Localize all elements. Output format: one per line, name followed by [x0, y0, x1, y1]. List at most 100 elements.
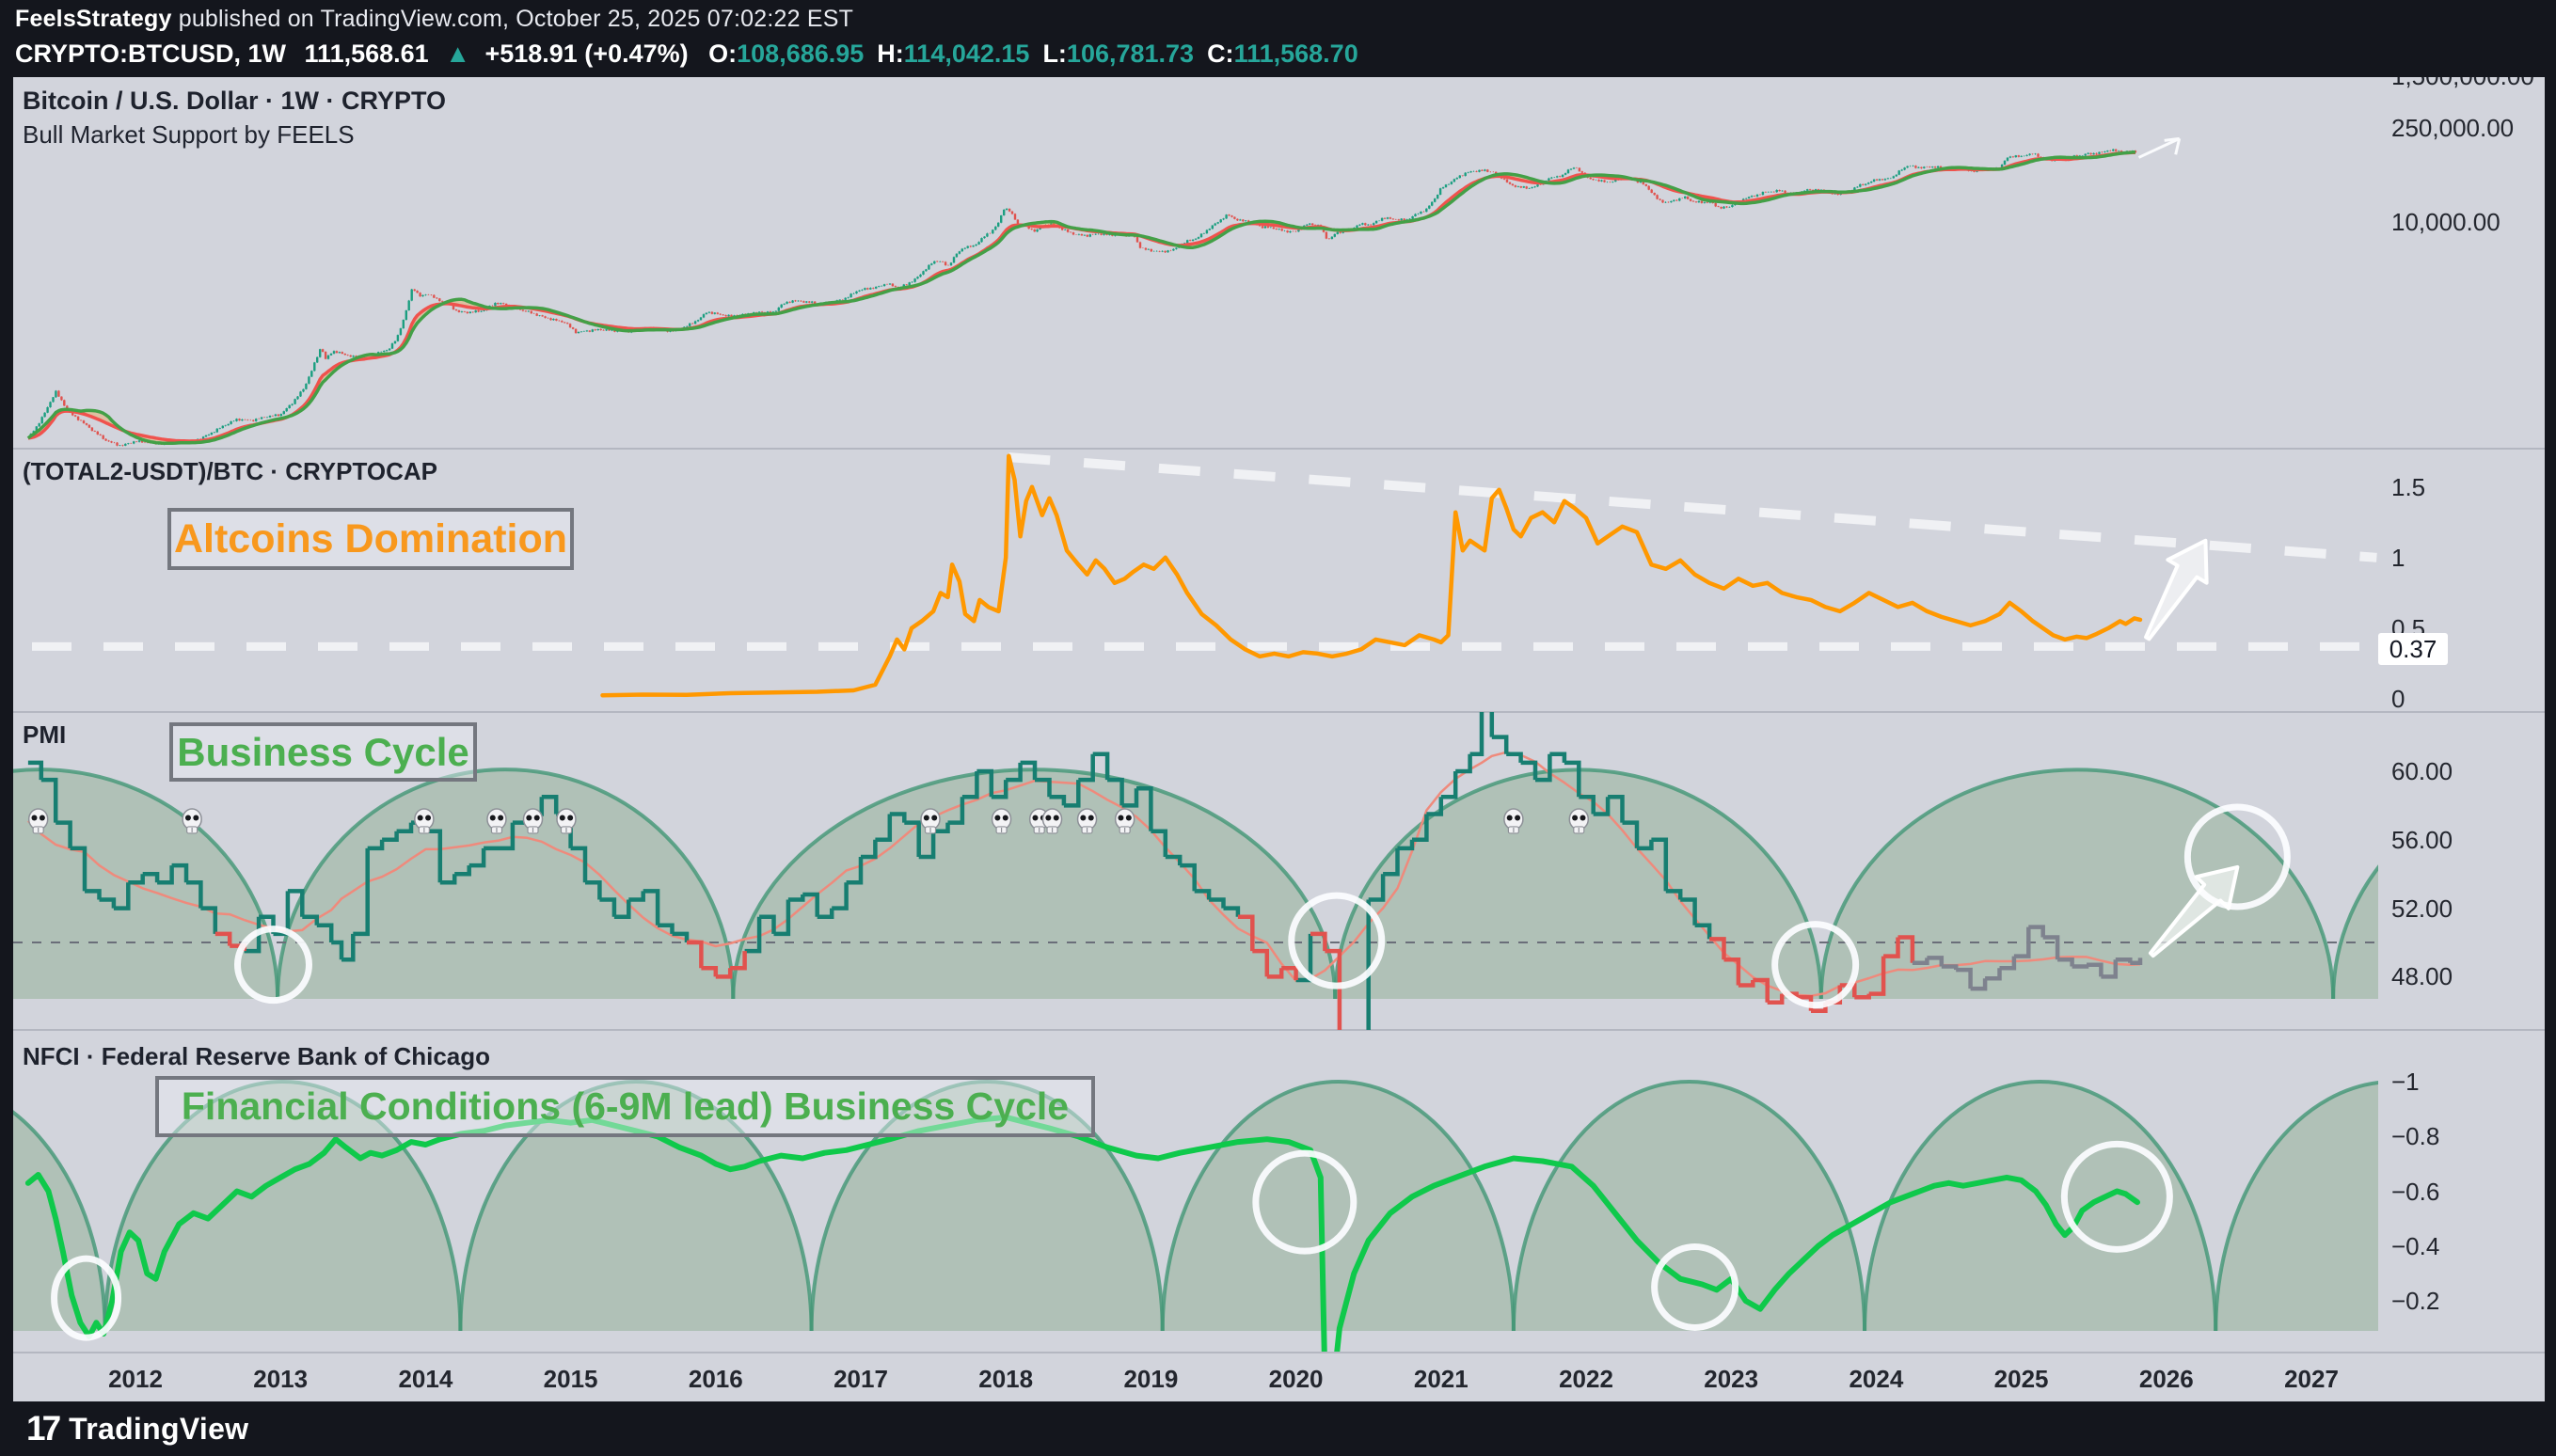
nfci-ytick: −1 — [2391, 1068, 2420, 1096]
skull-icon — [182, 808, 202, 834]
descending-trendline — [1008, 452, 2377, 562]
skull-icon — [556, 808, 577, 834]
nfci-ytick: −0.4 — [2391, 1231, 2440, 1260]
financial-conditions-label: Financial Conditions (6-9M lead) Busines… — [155, 1076, 1095, 1137]
nfci-ytick: −0.8 — [2391, 1122, 2440, 1151]
cycle-arc — [2331, 864, 2378, 1000]
year-label: 2021 — [1413, 1365, 1469, 1393]
cycle-arc — [1818, 768, 2336, 1000]
footer: 17 TradingView — [0, 1401, 2556, 1456]
pmi-ytick: 56.00 — [2391, 825, 2453, 854]
skull-icon — [991, 808, 1012, 834]
nfci-line — [24, 1114, 2140, 1352]
year-label: 2016 — [688, 1365, 743, 1393]
pmi-ytick: 52.00 — [2391, 894, 2453, 923]
ohlc-value: 108,686.95 — [737, 40, 865, 68]
nfci-highlight-circle — [2060, 1140, 2173, 1253]
up-triangle-icon: ▲ — [445, 40, 470, 68]
year-label: 2019 — [1123, 1365, 1179, 1393]
header: FeelsStrategy published on TradingView.c… — [0, 0, 2556, 77]
pane-title-altcoins: (TOTAL2-USDT)/BTC · CRYPTOCAP — [23, 457, 438, 485]
ohlc-label: L: — [1042, 40, 1067, 68]
nfci-highlight-circle — [1651, 1242, 1739, 1331]
cycle-arc — [458, 1080, 814, 1332]
ohlc-value: 111,568.70 — [1233, 40, 1358, 68]
btc-ytick: 10,000.00 — [2391, 208, 2500, 237]
pmi-highlight-circle — [1288, 892, 1386, 989]
skull-icon — [522, 808, 544, 834]
pmi-highlight-circle — [2183, 803, 2291, 910]
pmi-up-arrow — [2148, 864, 2240, 958]
nfci-ytick: −0.6 — [2391, 1177, 2440, 1206]
year-label: 2026 — [2138, 1365, 2194, 1393]
btc-up-arrow — [2137, 136, 2182, 159]
tradingview-brand: TradingView — [69, 1411, 249, 1446]
skull-icon — [1568, 808, 1590, 834]
publish-line: FeelsStrategy published on TradingView.c… — [15, 6, 853, 33]
pmi-step-line-r — [214, 914, 1915, 1030]
pmi-highlight-circle — [233, 926, 312, 1005]
cycle-arc — [103, 1080, 463, 1332]
pmi-step-line-g — [1912, 925, 2143, 991]
altcoins-ytick: 1.5 — [2391, 472, 2426, 501]
altcoins-line — [600, 453, 2143, 698]
publish-info: published on TradingView.com, October 25… — [171, 6, 854, 32]
year-label: 2012 — [108, 1365, 163, 1393]
pmi-ytick: 48.00 — [2391, 962, 2453, 991]
cycle-arc — [1333, 768, 1823, 1000]
down-bodies — [57, 149, 2137, 446]
skull-icon — [920, 808, 941, 834]
year-label: 2013 — [253, 1365, 309, 1393]
tradingview-logo-icon: 17 — [26, 1409, 61, 1448]
skull-icon — [414, 808, 435, 834]
skull-icon — [1041, 808, 1063, 834]
last-price: 111,568.61 — [304, 40, 429, 68]
business-cycle-label: Business Cycle — [169, 722, 477, 782]
symbol-summary-line: CRYPTO:BTCUSD, 1W 111,568.61 ▲ +518.91 (… — [15, 40, 1358, 69]
publisher-name: FeelsStrategy — [15, 6, 172, 32]
bull-market-support-band — [27, 151, 2135, 444]
price-change: +518.91 (+0.47%) — [484, 40, 689, 68]
pane-subtitle-btc: Bull Market Support by FEELS — [23, 120, 355, 149]
pane-title-btc: Bitcoin / U.S. Dollar · 1W · CRYPTO — [23, 87, 447, 115]
altcoins-price-tag: 0.37 — [2378, 633, 2448, 665]
altcoins-domination-label: Altcoins Domination — [167, 508, 574, 570]
year-label: 2023 — [1704, 1365, 1759, 1393]
year-label: 2024 — [1849, 1365, 1904, 1393]
nfci-highlight-circle — [51, 1255, 122, 1341]
year-label: 2014 — [398, 1365, 453, 1393]
btc-candles — [26, 149, 2137, 447]
ohlc-value: 106,781.73 — [1066, 40, 1195, 68]
pmi-ytick: 60.00 — [2391, 757, 2453, 785]
skull-icon — [1503, 808, 1524, 834]
cycle-arc — [13, 1110, 107, 1332]
pmi-pane-graphics — [13, 712, 2378, 1030]
pane-title-pmi: PMI — [23, 720, 67, 749]
skull-icon — [1114, 808, 1135, 834]
pmi-step-line-t — [27, 712, 1712, 1030]
cycle-arc — [1514, 1082, 1865, 1331]
pane-title-nfci: NFCI · Federal Reserve Bank of Chicago — [23, 1042, 491, 1070]
time-axis: 2012 2013 2014 2015 2016 2017 2018 2019 2020 2021… — [13, 1352, 2545, 1403]
year-label: 2015 — [543, 1365, 598, 1393]
cycle-arc — [2214, 1081, 2378, 1332]
skull-markers — [27, 808, 1590, 834]
cycle-arc — [809, 1080, 1165, 1332]
cycle-arc — [731, 768, 1338, 1000]
year-label: 2025 — [1993, 1365, 2049, 1393]
chart-canvas — [13, 136, 2545, 1352]
symbol-name: CRYPTO:BTCUSD, 1W — [15, 40, 287, 68]
nfci-ytick: −0.2 — [2391, 1287, 2440, 1315]
btc-ytick: 250,000.00 — [2391, 114, 2515, 143]
ohlc-label: H: — [877, 40, 904, 68]
altcoins-up-arrow — [2144, 538, 2209, 641]
nfci-pane-graphics — [24, 1114, 2140, 1352]
skull-icon — [486, 808, 507, 834]
altcoins-ytick: 1 — [2391, 543, 2405, 572]
cycle-arc — [1863, 1079, 2218, 1332]
ohlc-values: O:108,686.95 H:114,042.15 L:106,781.73 C:11… — [695, 40, 1358, 68]
year-label: 2022 — [1559, 1365, 1613, 1393]
skull-icon — [1076, 808, 1098, 834]
ohlc-value: 114,042.15 — [903, 40, 1030, 68]
